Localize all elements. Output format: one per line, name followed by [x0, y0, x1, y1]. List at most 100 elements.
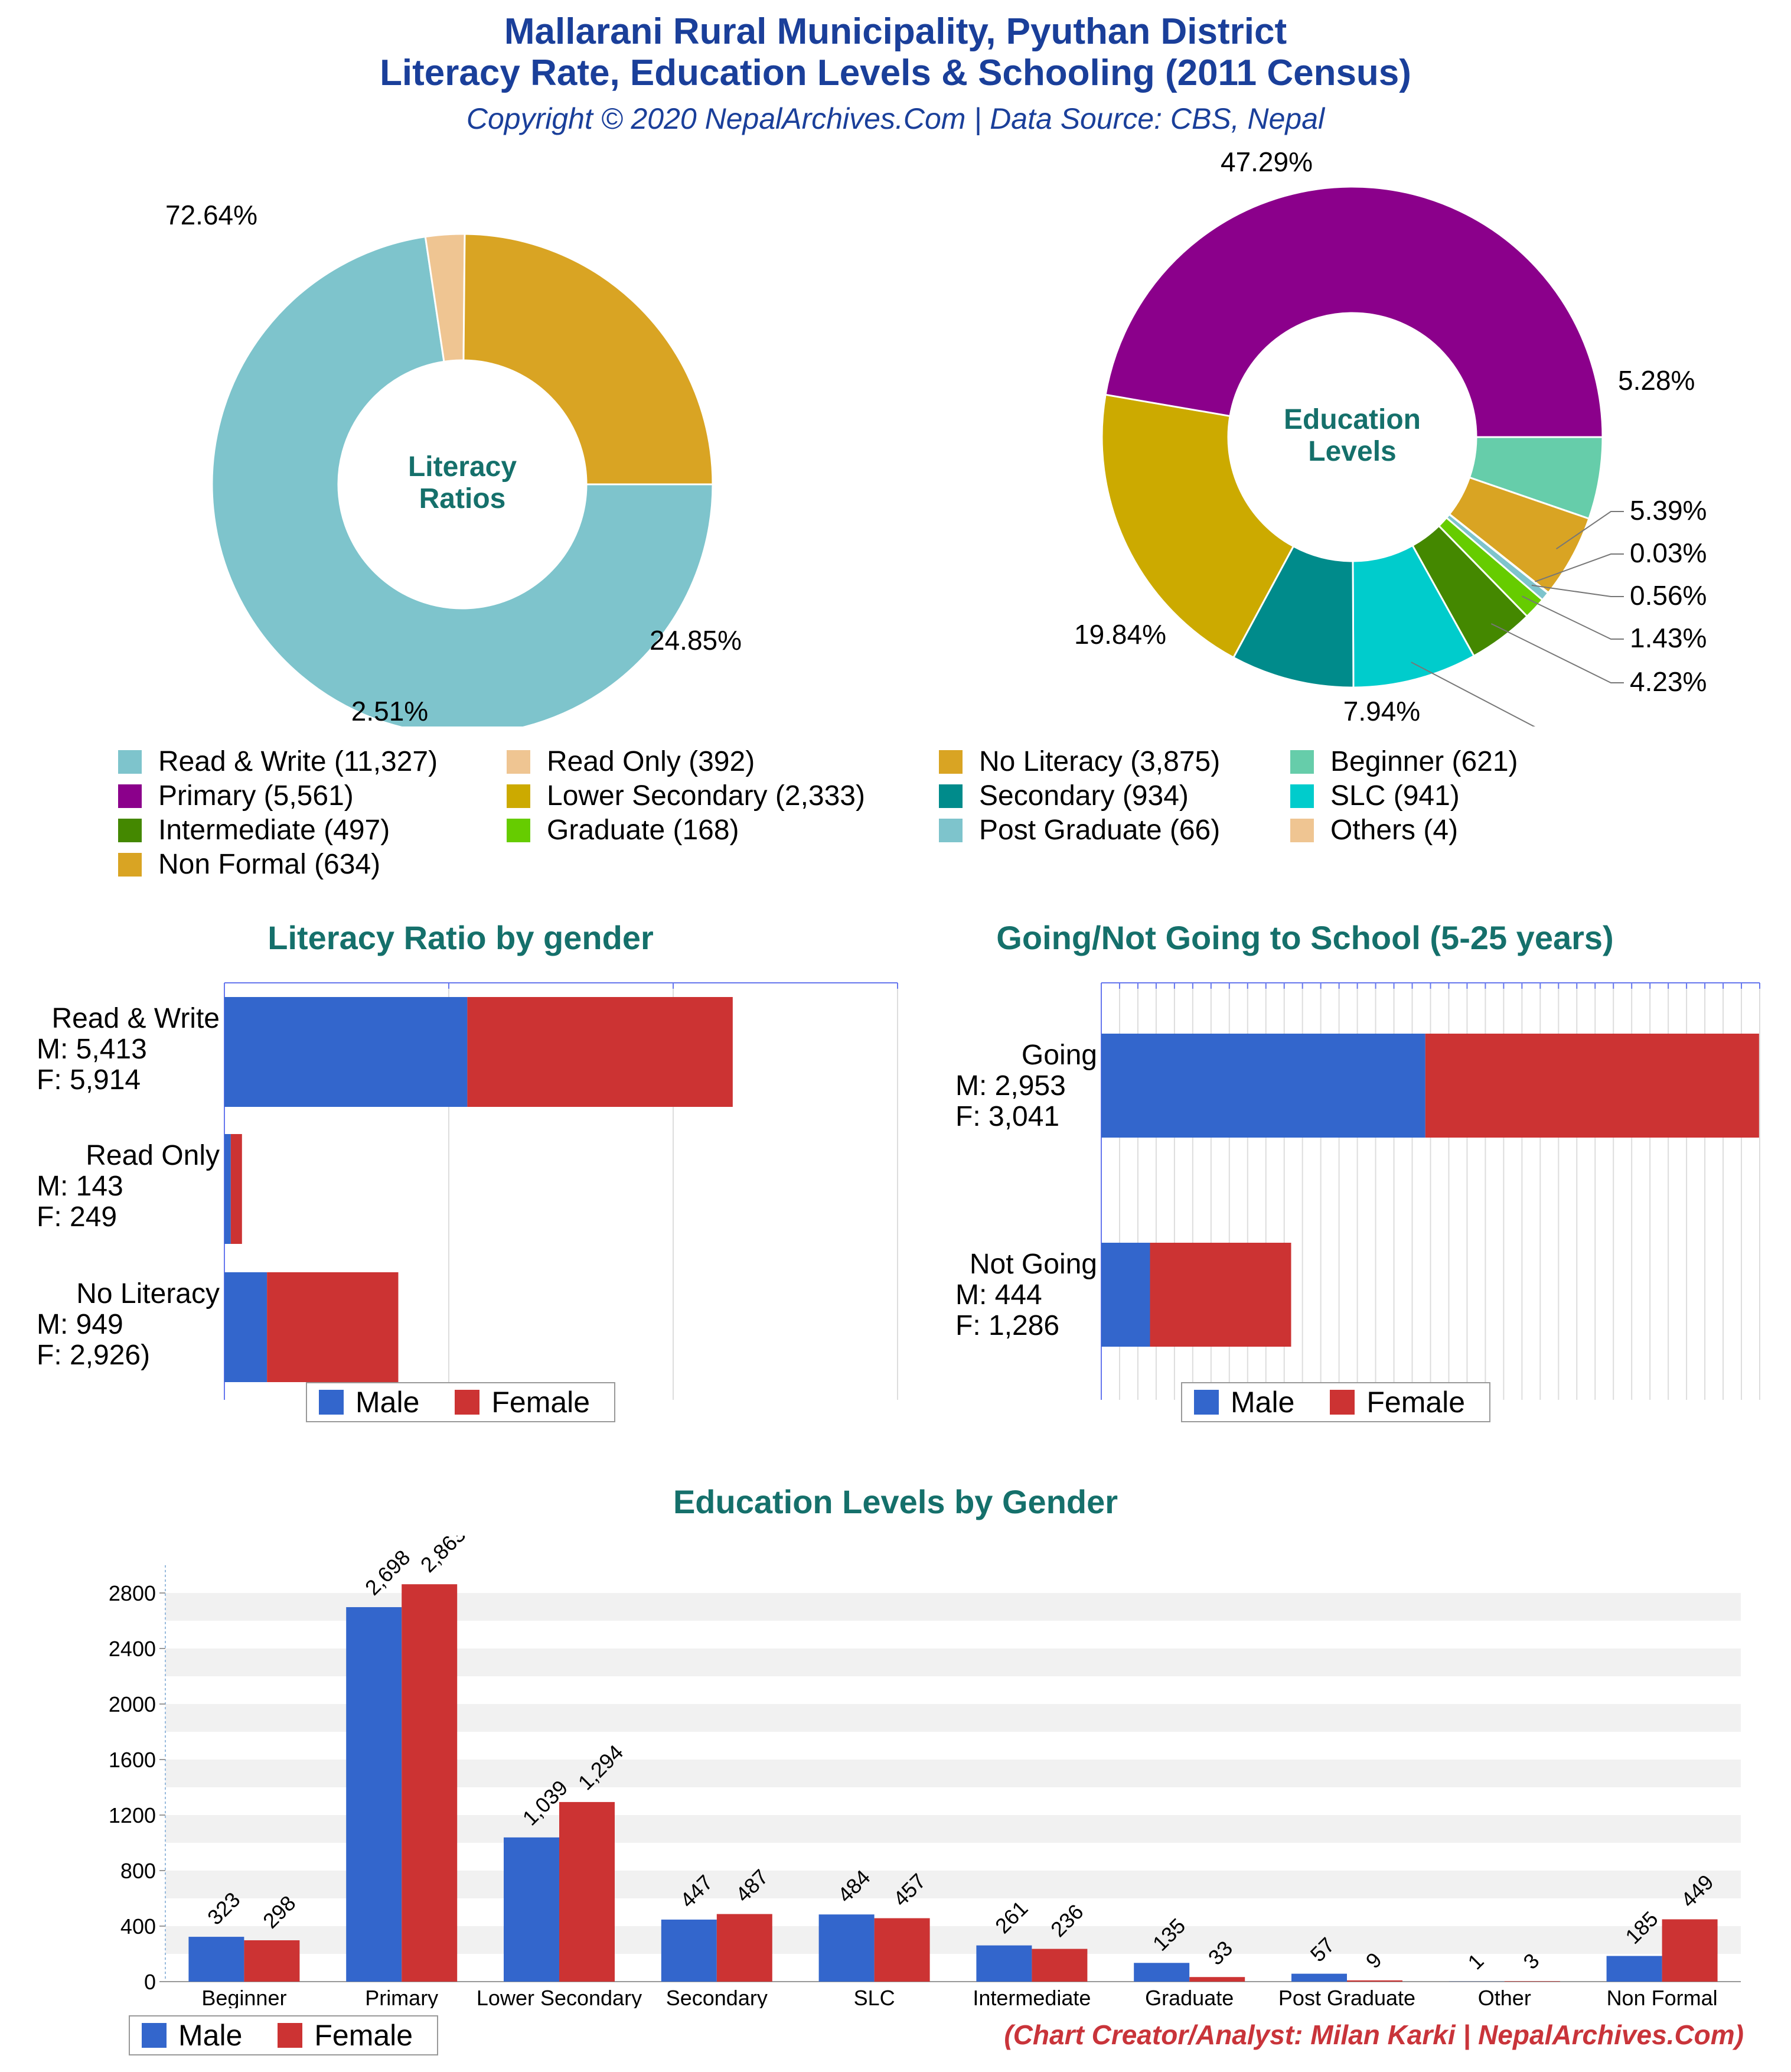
pie-pct-label: 47.29% [1221, 146, 1313, 177]
male-swatch [1194, 1390, 1219, 1415]
bar-primary-female [402, 1584, 458, 1982]
literacy-gender-legend: Male Female [306, 1382, 615, 1422]
pie-slice-read-write [211, 235, 714, 726]
legend-item-beginner-621: Beginner (621) [1290, 745, 1518, 778]
bar-not-going-female [1150, 1243, 1291, 1347]
bar-intermediate-female [1032, 1949, 1088, 1982]
legend-label: Primary (5,561) [158, 780, 354, 812]
value-label: M: 143 [37, 1171, 123, 1202]
donut-center-label: Literacy [408, 451, 517, 483]
legend-label: Read Only (392) [547, 746, 755, 777]
x-tick-label: Non Formal [1607, 1986, 1718, 2008]
legend-label: Graduate (168) [547, 815, 739, 846]
donut-center-label: Education [1284, 404, 1421, 435]
x-tick-label: Beginner [201, 1986, 286, 2008]
legend-item-graduate-168: Graduate (168) [507, 814, 739, 846]
legend-item-slc-941: SLC (941) [1290, 780, 1460, 812]
value-label: M: 444 [955, 1279, 1042, 1311]
female-legend-label: Female [314, 2019, 413, 2052]
chart-title-line1: Mallarani Rural Municipality, Pyuthan Di… [504, 11, 1287, 52]
bar-intermediate-male [976, 1945, 1032, 1982]
legend-item-post-graduate-66: Post Graduate (66) [939, 814, 1220, 846]
bar-not-going-male [1101, 1243, 1150, 1347]
value-label: M: 949 [37, 1309, 123, 1340]
x-tick-label: Graduate [1145, 1986, 1234, 2008]
male-swatch [319, 1390, 344, 1415]
legend-swatch [939, 750, 963, 774]
legend-item-non-formal-634: Non Formal (634) [118, 848, 380, 881]
pie-pct-label: 0.03% [1630, 537, 1707, 568]
category-label: Going [1022, 1040, 1097, 1071]
female-swatch [1330, 1390, 1355, 1415]
bar-graduate-female [1189, 1977, 1245, 1982]
x-tick-label: Post Graduate [1278, 1986, 1415, 2008]
pie-pct-label: 0.56% [1630, 580, 1707, 611]
legend-swatch [1290, 750, 1314, 774]
legend-label: Beginner (621) [1330, 746, 1518, 777]
donut-center-label: Levels [1308, 436, 1396, 467]
bar-read-only-male [224, 1134, 231, 1244]
bar-lower-secondary-male [504, 1837, 559, 1982]
donut-hole [339, 361, 586, 608]
value-label: F: 2,926) [37, 1340, 150, 1371]
bar-lower-secondary-female [559, 1801, 615, 1982]
legend-label: Lower Secondary (2,333) [547, 780, 865, 812]
male-legend-label: Male [355, 1386, 420, 1419]
legend-label: Others (4) [1330, 815, 1459, 846]
y-tick-label: 1600 [109, 1748, 156, 1772]
x-tick-label: Primary [365, 1986, 438, 2008]
bar-secondary-male [661, 1919, 717, 1982]
legend-swatch [118, 852, 142, 877]
bar-post-graduate-male [1291, 1973, 1347, 1982]
bar-read-write-male [224, 997, 468, 1107]
legend-label: No Literacy (3,875) [979, 746, 1221, 777]
legend-swatch [507, 784, 530, 808]
school-legend: Male Female [1181, 1382, 1490, 1422]
bar-non-formal-male [1606, 1956, 1662, 1982]
legend-label: Post Graduate (66) [979, 815, 1221, 846]
legend-swatch [939, 818, 963, 842]
x-tick-label: Lower Secondary [477, 1986, 642, 2008]
legend-item-intermediate-497: Intermediate (497) [118, 814, 390, 846]
bar-beginner-female [244, 1940, 300, 1982]
y-tick-label: 2000 [109, 1692, 156, 1716]
x-tick-label: Secondary [666, 1986, 768, 2008]
female-swatch [455, 1390, 480, 1415]
pie-slice-primary [1104, 185, 1604, 438]
chart-subtitle: Copyright © 2020 NepalArchives.Com | Dat… [466, 102, 1325, 135]
pie-pct-label: 7.94% [1343, 696, 1420, 726]
legend-swatch [507, 818, 530, 842]
footer-credit: (Chart Creator/Analyst: Milan Karki | Ne… [1004, 2019, 1744, 2050]
pie-pct-label: 1.43% [1630, 623, 1707, 653]
pie-slice-lower-secondary [1101, 393, 1295, 659]
pie-pct-label: 2.51% [351, 696, 428, 726]
y-tick-label: 800 [120, 1859, 156, 1883]
pie-pct-label: 5.39% [1630, 495, 1707, 526]
pie-leader-line [1534, 553, 1624, 583]
legend-label: Read & Write (11,327) [158, 746, 438, 777]
education-gender-title: Education Levels by Gender [673, 1483, 1118, 1520]
x-tick-label: Other [1478, 1986, 1531, 2008]
pie-leader-line [1555, 511, 1624, 550]
value-label: F: 5,914 [37, 1064, 141, 1096]
pie-pct-label: 19.84% [1074, 619, 1166, 650]
y-tick-label: 2400 [109, 1637, 156, 1661]
data-label: 2,863 [416, 1536, 471, 1577]
value-label: F: 1,286 [955, 1310, 1059, 1341]
bar-graduate-male [1134, 1963, 1190, 1982]
chart-title-line2: Literacy Rate, Education Levels & School… [380, 53, 1411, 93]
pie-pct-label: 5.28% [1618, 365, 1695, 396]
literacy-gender-title: Literacy Ratio by gender [267, 919, 654, 956]
male-legend-label: Male [1231, 1386, 1295, 1419]
y-tick-label: 400 [120, 1914, 156, 1939]
pie-pct-label: 4.23% [1630, 666, 1707, 697]
pie-slice-no-literacy [462, 233, 714, 486]
legend-swatch [118, 750, 142, 774]
category-label: Not Going [970, 1249, 1097, 1280]
legend-item-others-4: Others (4) [1290, 814, 1458, 846]
bar-read-only-female [230, 1134, 242, 1244]
y-tick-label: 2800 [109, 1581, 156, 1605]
legend-item-primary-5-561: Primary (5,561) [118, 780, 354, 812]
